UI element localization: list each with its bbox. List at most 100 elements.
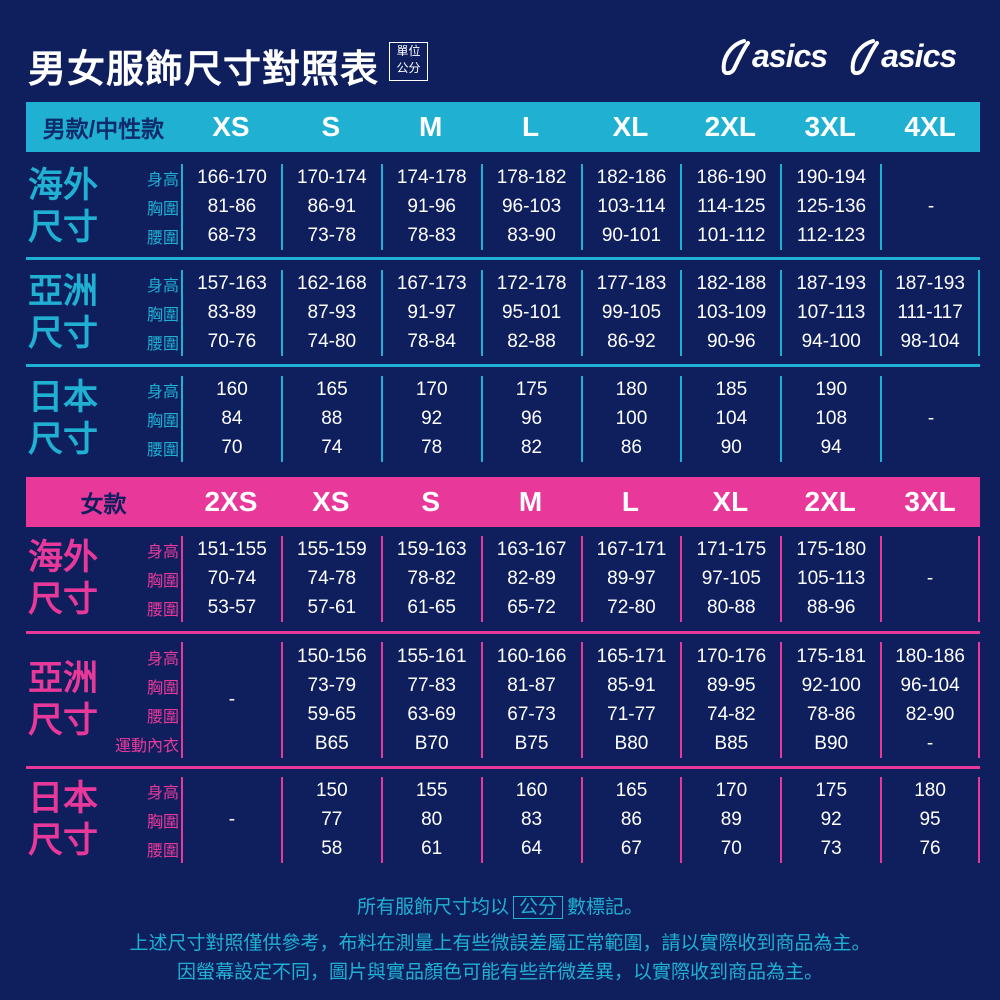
table-cell: B65: [314, 732, 349, 754]
row-label: 腰圍: [146, 335, 179, 353]
table-cell: 90-101: [601, 224, 662, 246]
size-column: 151-155 70-74 53-57: [181, 536, 281, 622]
footer-unit-box: 公分: [512, 896, 563, 919]
table-cell: 89-95: [707, 674, 756, 696]
table-cell: -: [927, 408, 935, 429]
table-cell: 100: [615, 407, 648, 429]
size-column: 170-174 86-91 73-78: [280, 164, 381, 250]
size-column: 155-159 74-78 57-61: [280, 536, 381, 622]
size-column: 180 100 86: [580, 376, 681, 462]
table-cell: 80: [421, 808, 443, 830]
table-cell: 160-166: [496, 645, 567, 667]
size-header-l: L: [621, 486, 639, 517]
table-cell: 160: [216, 379, 248, 401]
size-header-3xl: 3XL: [904, 486, 956, 517]
size-header-2xl: 2XL: [704, 111, 756, 142]
table-cell: 82-90: [905, 703, 955, 725]
table-cell: 185: [715, 379, 748, 401]
table-cell: 94: [820, 436, 842, 458]
row-label: 腰圍: [146, 601, 179, 619]
women-section: 海外尺寸 身高胸圍腰圍 151-155 70-74 53-57 155-159 74-78 5…: [26, 536, 980, 622]
row-labels: 身高 胸圍 腰圍: [147, 777, 181, 863]
table-cell: 58: [321, 837, 343, 859]
table-cell: 82-89: [507, 567, 556, 589]
size-column: -: [880, 376, 980, 462]
table-cell: 61: [421, 837, 443, 859]
table-cell: 67-73: [507, 703, 556, 725]
size-column: 175-180 105-113 88-96: [780, 536, 880, 622]
size-column: 160 83 64: [480, 777, 581, 863]
table-cell: 170-174: [296, 167, 367, 189]
table-cell: 94-100: [801, 330, 861, 352]
size-column: -: [880, 536, 980, 622]
region-name: 海外尺寸: [28, 538, 99, 619]
footer-text: 數標記。: [567, 897, 644, 918]
table-cell: 157-163: [197, 273, 267, 295]
size-column: 155-161 77-83 63-69 B70: [380, 642, 481, 758]
table-cell: 165-171: [596, 645, 667, 667]
table-cell: 91-96: [407, 195, 456, 217]
table-cell: 70-76: [207, 330, 257, 352]
table-cell: 151-155: [197, 539, 267, 561]
table-cell: 86: [620, 808, 642, 830]
table-cell: 103-109: [696, 301, 767, 323]
table-cell: 82-88: [507, 330, 556, 352]
size-header-l: L: [522, 111, 540, 142]
size-column: 162-168 87-93 74-80: [280, 270, 381, 356]
table-cell: 111-117: [897, 301, 963, 323]
women-category-label: 女款: [80, 491, 127, 517]
asics-logo-text: asics: [752, 38, 828, 74]
region-name: 日本尺寸: [28, 779, 99, 860]
table-cell: 76: [919, 837, 941, 859]
men-section-divider: [26, 364, 980, 367]
row-label: 胸圍: [146, 572, 179, 590]
table-cell: 159-163: [396, 539, 467, 561]
size-header-s: S: [321, 111, 341, 142]
row-label: 身高: [146, 544, 179, 562]
size-header-xl: XL: [712, 486, 749, 517]
size-column: 186-190 114-125 101-112: [680, 164, 780, 250]
table-cell: 165: [615, 780, 648, 802]
asics-logo: asics: [849, 38, 957, 75]
table-cell: 91-97: [407, 301, 456, 323]
table-cell: 92: [421, 407, 443, 429]
table-cell: B70: [414, 732, 449, 754]
footer-line-3: 因螢幕設定不同，圖片與實品顏色可能有些許微差異，以實際收到商品為主。: [176, 962, 823, 983]
table-cell: 112-123: [797, 224, 866, 246]
table-cell: 78: [421, 436, 443, 458]
table-cell: 180-186: [895, 645, 965, 667]
size-header-3xl: 3XL: [804, 111, 856, 142]
table-cell: 105-113: [797, 567, 866, 589]
table-cell: 190: [815, 379, 848, 401]
size-header-2xs: 2XS: [204, 486, 258, 517]
table-cell: 73-78: [307, 224, 357, 246]
size-column: 174-178 91-96 78-83: [380, 164, 481, 250]
table-cell: 186-190: [696, 167, 767, 189]
size-column: 182-186 103-114 90-101: [580, 164, 681, 250]
size-column: 182-188 103-109 90-96: [680, 270, 780, 356]
table-cell: -: [927, 196, 935, 217]
table-cell: 125-136: [796, 195, 867, 217]
table-cell: -: [228, 689, 236, 710]
table-cell: 99-105: [601, 301, 662, 323]
table-cell: 92: [820, 808, 842, 830]
table-cell: 170: [415, 379, 448, 401]
table-cell: 63-69: [407, 703, 456, 725]
table-cell: 175: [815, 780, 848, 802]
unit-badge-line: 公分: [396, 61, 421, 75]
table-cell: 96: [520, 407, 543, 429]
row-label: 腰圍: [146, 441, 179, 459]
footer-text: 所有服飾尺寸均以: [356, 897, 509, 918]
asics-logo-text: asics: [881, 38, 957, 74]
table-cell: 77: [321, 808, 343, 830]
size-column: 171-175 97-105 80-88: [680, 536, 780, 622]
women-section-divider: [26, 766, 980, 769]
table-cell: 92-100: [801, 674, 861, 696]
table-cell: 70: [221, 436, 243, 458]
row-label: 身高: [146, 172, 179, 190]
table-cell: 108: [815, 407, 848, 429]
table-cell: 165: [315, 379, 348, 401]
size-column: 165 86 67: [580, 777, 681, 863]
asics-stripe-icon: [721, 38, 750, 75]
row-labels: 身高 胸圍 腰圍: [147, 270, 181, 356]
